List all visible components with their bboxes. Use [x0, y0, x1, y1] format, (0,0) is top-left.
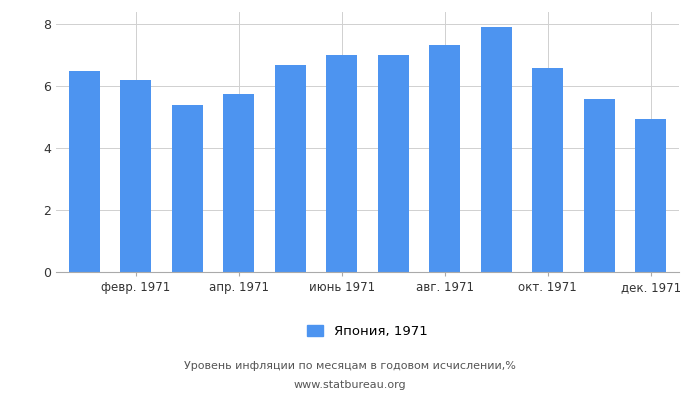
- Legend: Япония, 1971: Япония, 1971: [307, 325, 428, 338]
- Bar: [120, 80, 151, 272]
- Bar: [223, 94, 254, 272]
- Text: www.statbureau.org: www.statbureau.org: [294, 380, 406, 390]
- Bar: [378, 55, 409, 272]
- Bar: [326, 55, 357, 272]
- Bar: [635, 119, 666, 272]
- Bar: [429, 44, 460, 272]
- Bar: [584, 99, 615, 272]
- Bar: [481, 28, 512, 272]
- Bar: [275, 65, 306, 272]
- Bar: [69, 71, 100, 272]
- Bar: [172, 105, 203, 272]
- Text: Уровень инфляции по месяцам в годовом исчислении,%: Уровень инфляции по месяцам в годовом ис…: [184, 361, 516, 371]
- Bar: [532, 68, 564, 272]
